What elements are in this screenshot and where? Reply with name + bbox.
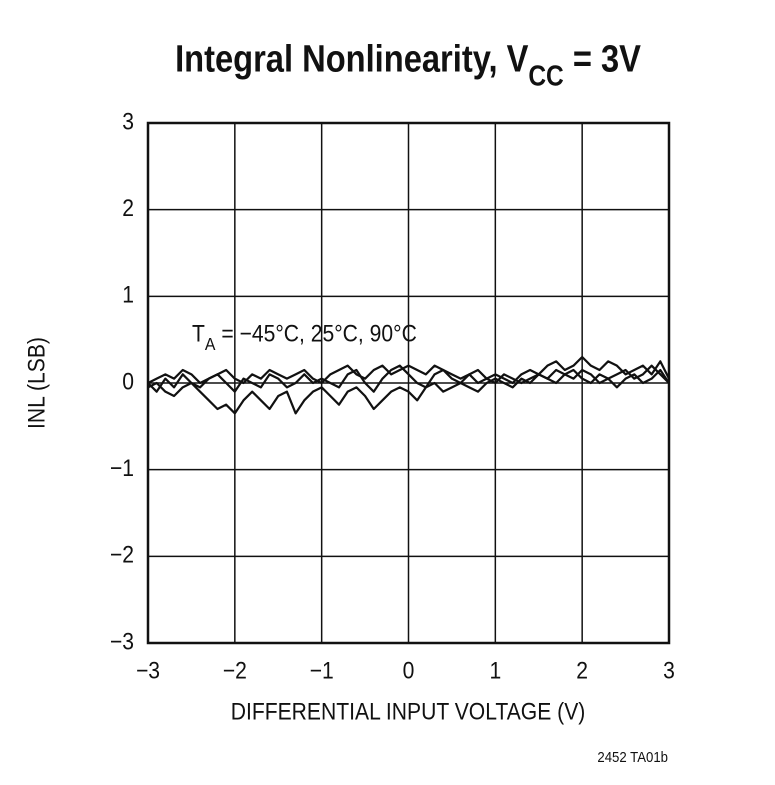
y-tick-label: −2 — [110, 541, 134, 568]
x-tick-label: −2 — [223, 657, 247, 684]
tick-group: −2 — [110, 541, 134, 568]
x-tick-label: 3 — [663, 657, 675, 684]
data-line — [147, 364, 670, 415]
y-tick-label: 2 — [122, 195, 134, 222]
chart-title: Integral Nonlinearity, VCC = 3V — [175, 38, 641, 92]
x-label-group: DIFFERENTIAL INPUT VOLTAGE (V) — [231, 698, 586, 725]
tick-group: 0 — [403, 657, 415, 684]
tick-group: 1 — [122, 281, 134, 308]
y-tick-label: 3 — [122, 108, 134, 135]
tick-group: −1 — [310, 657, 334, 684]
text-run: T — [192, 320, 205, 347]
footnote-group: 2452 TA01b — [597, 748, 668, 765]
y-tick-label: −1 — [110, 455, 134, 482]
annotation: TA = −45°C, 25°C, 90°C — [192, 320, 417, 354]
x-tick-label: 0 — [403, 657, 415, 684]
y-tick-label: −3 — [110, 628, 134, 655]
x-axis-label: DIFFERENTIAL INPUT VOLTAGE (V) — [231, 698, 586, 725]
subscript: A — [205, 334, 216, 354]
x-tick-label: −1 — [310, 657, 334, 684]
x-tick-label: 2 — [576, 657, 588, 684]
tick-group: 0 — [122, 368, 134, 395]
x-tick-label: −3 — [136, 657, 160, 684]
y-tick-label: 0 — [122, 368, 134, 395]
annotation-group: TA = −45°C, 25°C, 90°C — [192, 320, 417, 354]
text-run: Integral Nonlinearity, V — [175, 38, 529, 81]
tick-group: −3 — [110, 628, 134, 655]
tick-group: 1 — [489, 657, 501, 684]
title-group: Integral Nonlinearity, VCC = 3V — [175, 38, 641, 92]
data-line — [147, 355, 670, 385]
subscript: CC — [528, 60, 563, 92]
tick-group: 2 — [122, 195, 134, 222]
tick-group: 2 — [576, 657, 588, 684]
tick-group: −2 — [223, 657, 247, 684]
text-run: = −45°C, 25°C, 90°C — [215, 320, 416, 347]
tick-group: 3 — [122, 108, 134, 135]
text-run: = 3V — [564, 38, 642, 81]
y-tick-label: 1 — [122, 281, 134, 308]
y-axis-label: INL (LSB) — [23, 337, 50, 429]
y-label-group: INL (LSB) — [23, 337, 50, 429]
tick-group: −1 — [110, 455, 134, 482]
footnote: 2452 TA01b — [597, 748, 668, 765]
data-line — [147, 364, 670, 393]
tick-group: −3 — [136, 657, 160, 684]
tick-group: 3 — [663, 657, 675, 684]
x-tick-label: 1 — [489, 657, 501, 684]
